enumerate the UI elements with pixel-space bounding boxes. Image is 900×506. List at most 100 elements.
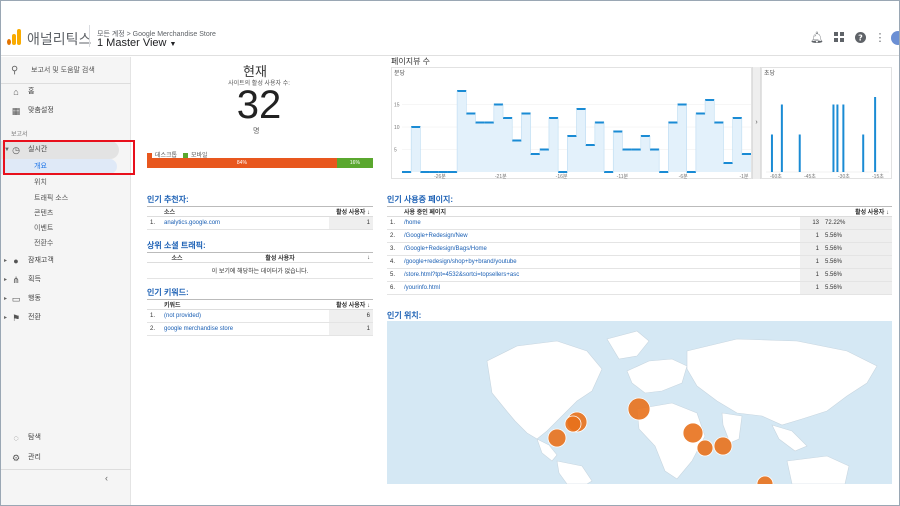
location-bubble[interactable]: [564, 415, 582, 433]
row-keyword-link[interactable]: (not provided): [161, 309, 329, 323]
keywords-table: 키워드 활성 사용자 ↓ 1. (not provided) 6 2. goog…: [147, 299, 373, 336]
col-page[interactable]: 사용 중인 페이지: [401, 206, 800, 217]
sidebar-sub-traffic-sources[interactable]: 트래픽 소스: [34, 195, 69, 202]
map-india: [721, 412, 743, 444]
home-icon: ⌂: [13, 87, 19, 97]
col-index: [147, 206, 161, 217]
row-keyword-link[interactable]: google merchandise store: [161, 322, 329, 336]
active-pages-table: 사용 중인 페이지 활성 사용자 ↓ 1./home 13 72.22% 2./Goo…: [387, 206, 892, 295]
row-percent: 5.56%: [822, 242, 892, 256]
row-percent: 5.56%: [822, 255, 892, 269]
row-index: 6.: [387, 281, 401, 295]
sidebar-sub-overview[interactable]: 개요: [1, 159, 117, 174]
col-active-users[interactable]: 활성 사용자 ↓: [800, 206, 892, 217]
sidebar-item-admin[interactable]: ⚙ 관리: [1, 449, 131, 467]
apps-grid-icon[interactable]: [833, 32, 845, 44]
chart-split-handle[interactable]: ›: [752, 67, 761, 179]
location-bubble[interactable]: [547, 428, 567, 448]
sort-icon[interactable]: ↓: [353, 252, 373, 263]
row-page-link[interactable]: /Google+Redesign/Bags/Home: [401, 242, 800, 256]
sidebar-sub-events[interactable]: 이벤트: [34, 225, 54, 232]
row-page-link[interactable]: /store.html?tpt=4532&sortci=topsellers+a…: [401, 268, 800, 282]
x-tick-label: -21분: [495, 174, 507, 180]
sidebar-search[interactable]: ⚲ 보고서 및 도움말 검색: [1, 61, 131, 81]
active-users-unit: 명: [253, 128, 260, 135]
map-asia: [686, 338, 878, 426]
sidebar-item-discover[interactable]: ◌ 탐색: [1, 429, 131, 447]
row-page-link[interactable]: /google+redesign/shop+by+brand/youtube: [401, 255, 800, 269]
analytics-logo-icon[interactable]: [7, 29, 21, 45]
chevron-left-icon[interactable]: ‹: [105, 473, 108, 483]
sidebar-sub-locations[interactable]: 위치: [34, 179, 47, 186]
sidebar-item-behavior[interactable]: ▸ ▭ 행동: [1, 290, 131, 308]
caret-right-icon: ▸: [4, 277, 8, 283]
col-active-users[interactable]: 활성 사용자 ↓: [329, 299, 373, 310]
location-bubble[interactable]: [756, 475, 774, 484]
legend-mobile: 모바일: [183, 150, 208, 159]
row-page-link[interactable]: /Google+Redesign/New: [401, 229, 800, 243]
col-source[interactable]: 소스: [161, 206, 329, 217]
col-index: [387, 206, 401, 217]
location-bubble[interactable]: [713, 436, 733, 456]
table-row: 2. google merchandise store 1: [147, 322, 373, 336]
location-bubble[interactable]: [696, 439, 714, 457]
x-tick-label: -11분: [617, 174, 629, 180]
desktop-share-segment: 84%: [147, 158, 337, 168]
sidebar-item-customization[interactable]: ▦ 맞춤설정: [1, 102, 131, 120]
locations-map[interactable]: [387, 321, 892, 484]
row-page-link[interactable]: /yourinfo.html: [401, 281, 800, 295]
sidebar-item-label: 획득: [28, 276, 41, 283]
active-users-count: 32: [236, 83, 282, 127]
sidebar-item-acquisition[interactable]: ▸ ⋔ 획득: [1, 271, 131, 289]
more-vert-icon[interactable]: ⋮: [874, 32, 886, 44]
referrers-title: 인기 추천자:: [147, 195, 189, 204]
row-users: 1: [800, 229, 822, 243]
caret-right-icon: ▸: [4, 258, 8, 264]
x-tick-label: -16분: [556, 174, 568, 180]
row-percent: 72.22%: [822, 216, 892, 230]
sidebar-item-home[interactable]: ⌂ 홈: [1, 83, 131, 101]
caret-right-icon: ▸: [4, 315, 8, 321]
row-page-link[interactable]: /home: [401, 216, 800, 230]
view-selector[interactable]: 1 Master View ▼: [97, 37, 176, 49]
location-bubble[interactable]: [627, 397, 651, 421]
sidebar-divider: [1, 83, 131, 84]
col-source[interactable]: 소스: [147, 252, 207, 263]
col-active-users[interactable]: 활성 사용자: [207, 252, 353, 263]
pageviews-per-second-chart: -60초 -45초 -30초 -15초: [761, 67, 892, 180]
sidebar-sub-content[interactable]: 콘텐츠: [34, 210, 54, 217]
col-active-users[interactable]: 활성 사용자 ↓: [329, 206, 373, 217]
avatar[interactable]: [891, 31, 899, 45]
sidebar-item-realtime[interactable]: ▼ ◷ 실시간: [1, 141, 119, 159]
sidebar-item-conversions[interactable]: ▸ ⚑ 전환: [1, 309, 131, 327]
sidebar-item-label: 실시간: [28, 146, 48, 153]
behavior-icon: ▭: [11, 294, 21, 304]
table-row: 5./store.html?tpt=4532&sortci=topsellers…: [387, 268, 892, 282]
col-keyword[interactable]: 키워드: [161, 299, 329, 310]
x-tick-label: -45초: [804, 174, 816, 180]
table-row: 1. (not provided) 6: [147, 309, 373, 323]
row-index: 4.: [387, 255, 401, 269]
location-bubble[interactable]: [682, 422, 704, 444]
row-users: 13: [800, 216, 822, 230]
keywords-title: 인기 키워드:: [147, 288, 189, 297]
sidebar-item-label: 관리: [28, 454, 41, 461]
pageviews-title: 페이지뷰 수: [391, 57, 431, 66]
search-icon: ⚲: [11, 65, 19, 76]
breadcrumb[interactable]: 모든 계정 > Google Merchandise Store: [97, 31, 216, 38]
per-second-label: 초당: [764, 71, 776, 77]
device-share-bar: 84% 16%: [147, 158, 373, 168]
search-label: 보고서 및 도움말 검색: [31, 67, 95, 74]
bell-icon[interactable]: 🔔︎: [810, 32, 824, 44]
desktop-swatch: [147, 152, 152, 158]
x-tick-label: -30초: [838, 174, 850, 180]
sidebar-item-label: 행동: [28, 295, 41, 302]
sidebar-item-audience[interactable]: ▸ ● 잠재고객: [1, 252, 131, 270]
map-europe: [626, 358, 688, 394]
help-icon[interactable]: ?: [854, 32, 866, 44]
row-source-link[interactable]: analytics.google.com: [161, 216, 329, 230]
sidebar-sub-conversions[interactable]: 전환수: [34, 240, 54, 247]
header-divider: [89, 25, 90, 47]
world-map-svg: [486, 330, 878, 484]
